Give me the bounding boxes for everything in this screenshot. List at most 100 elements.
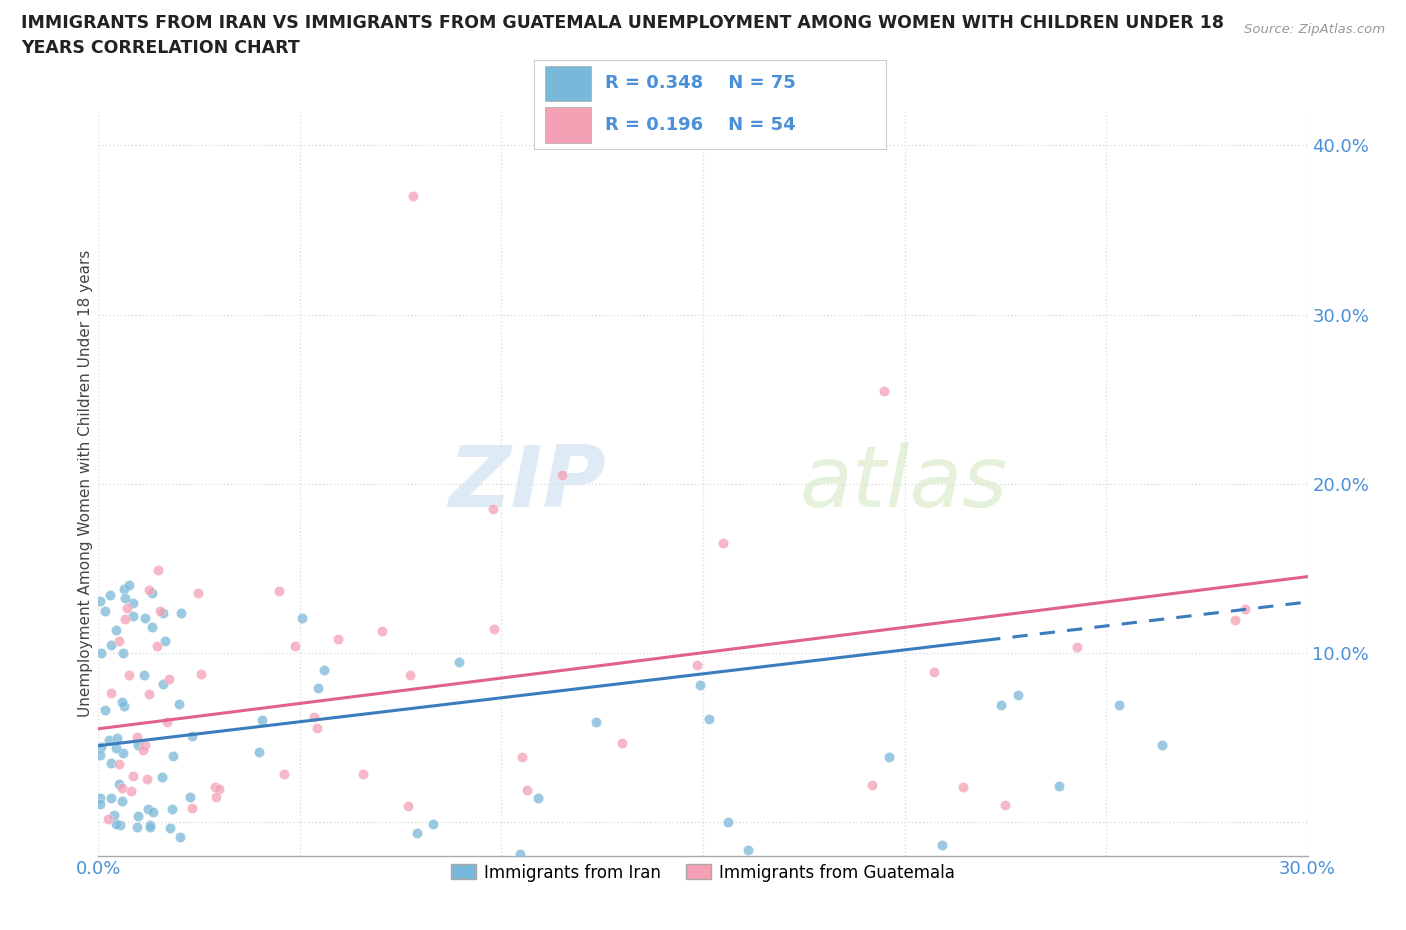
Point	[205, 790, 228, 804]
Point	[510, 750, 533, 764]
Text: R = 0.196    N = 54: R = 0.196 N = 54	[605, 116, 796, 134]
Point	[371, 623, 394, 638]
Point	[551, 468, 574, 483]
Point	[307, 721, 329, 736]
Point	[93, 702, 115, 717]
Point	[150, 769, 173, 784]
Point	[1066, 640, 1088, 655]
Y-axis label: Unemployment Among Women with Children Under 18 years: Unemployment Among Women with Children U…	[77, 250, 93, 717]
Point	[100, 685, 122, 700]
Point	[105, 740, 128, 755]
Point	[89, 790, 111, 805]
Point	[90, 645, 112, 660]
Text: atlas: atlas	[800, 442, 1008, 525]
Point	[111, 793, 134, 808]
Point	[139, 817, 162, 832]
Point	[122, 609, 145, 624]
Point	[153, 634, 176, 649]
Point	[250, 712, 273, 727]
Point	[267, 583, 290, 598]
Point	[1007, 687, 1029, 702]
Point	[127, 819, 149, 834]
Point	[931, 838, 953, 853]
Point	[105, 817, 128, 831]
Point	[141, 619, 163, 634]
Point	[107, 777, 129, 791]
Point	[100, 756, 122, 771]
Point	[190, 667, 212, 682]
Point	[146, 639, 169, 654]
Point	[399, 668, 422, 683]
Point	[138, 802, 160, 817]
Point	[100, 638, 122, 653]
Point	[405, 826, 427, 841]
Text: Source: ZipAtlas.com: Source: ZipAtlas.com	[1244, 23, 1385, 36]
Point	[156, 715, 179, 730]
Point	[482, 621, 505, 636]
Point	[396, 799, 419, 814]
Point	[134, 737, 156, 752]
Point	[990, 698, 1012, 712]
Point	[402, 189, 425, 204]
Point	[112, 698, 135, 713]
Point	[160, 801, 183, 816]
Point	[860, 777, 883, 792]
Point	[167, 697, 190, 711]
Point	[105, 730, 128, 745]
Point	[117, 600, 139, 615]
Point	[142, 804, 165, 819]
FancyBboxPatch shape	[544, 66, 591, 101]
Point	[169, 830, 191, 844]
Point	[103, 808, 125, 823]
Point	[105, 622, 128, 637]
Point	[204, 779, 226, 794]
Point	[422, 817, 444, 831]
Point	[114, 611, 136, 626]
Point	[89, 748, 111, 763]
Point	[873, 383, 896, 398]
Point	[138, 583, 160, 598]
Point	[122, 769, 145, 784]
Point	[152, 605, 174, 620]
Point	[118, 578, 141, 592]
Point	[610, 735, 633, 750]
Point	[994, 797, 1017, 812]
Point	[108, 633, 131, 648]
Point	[1150, 737, 1173, 752]
Point	[89, 797, 111, 812]
Text: YEARS CORRELATION CHART: YEARS CORRELATION CHART	[21, 39, 299, 57]
Point	[149, 604, 172, 618]
Point	[737, 843, 759, 857]
Point	[482, 501, 505, 516]
Point	[326, 631, 349, 646]
Point	[509, 846, 531, 861]
Point	[94, 603, 117, 618]
Point	[170, 605, 193, 620]
Point	[98, 733, 121, 748]
Point	[717, 815, 740, 830]
Point	[138, 686, 160, 701]
Point	[1047, 778, 1070, 793]
Legend: Immigrants from Iran, Immigrants from Guatemala: Immigrants from Iran, Immigrants from Gu…	[444, 857, 962, 888]
Point	[162, 749, 184, 764]
Point	[120, 783, 142, 798]
Point	[247, 744, 270, 759]
Point	[179, 790, 201, 804]
Point	[181, 728, 204, 743]
Point	[97, 812, 120, 827]
Point	[1223, 612, 1246, 627]
Point	[273, 767, 295, 782]
Point	[148, 562, 170, 577]
Point	[302, 710, 325, 724]
Point	[110, 817, 132, 832]
Point	[112, 746, 135, 761]
Point	[686, 658, 709, 672]
Point	[132, 743, 155, 758]
Point	[447, 655, 470, 670]
Point	[134, 668, 156, 683]
Point	[1108, 698, 1130, 712]
Point	[134, 610, 156, 625]
Point	[516, 783, 538, 798]
Point	[139, 819, 162, 834]
Point	[689, 678, 711, 693]
